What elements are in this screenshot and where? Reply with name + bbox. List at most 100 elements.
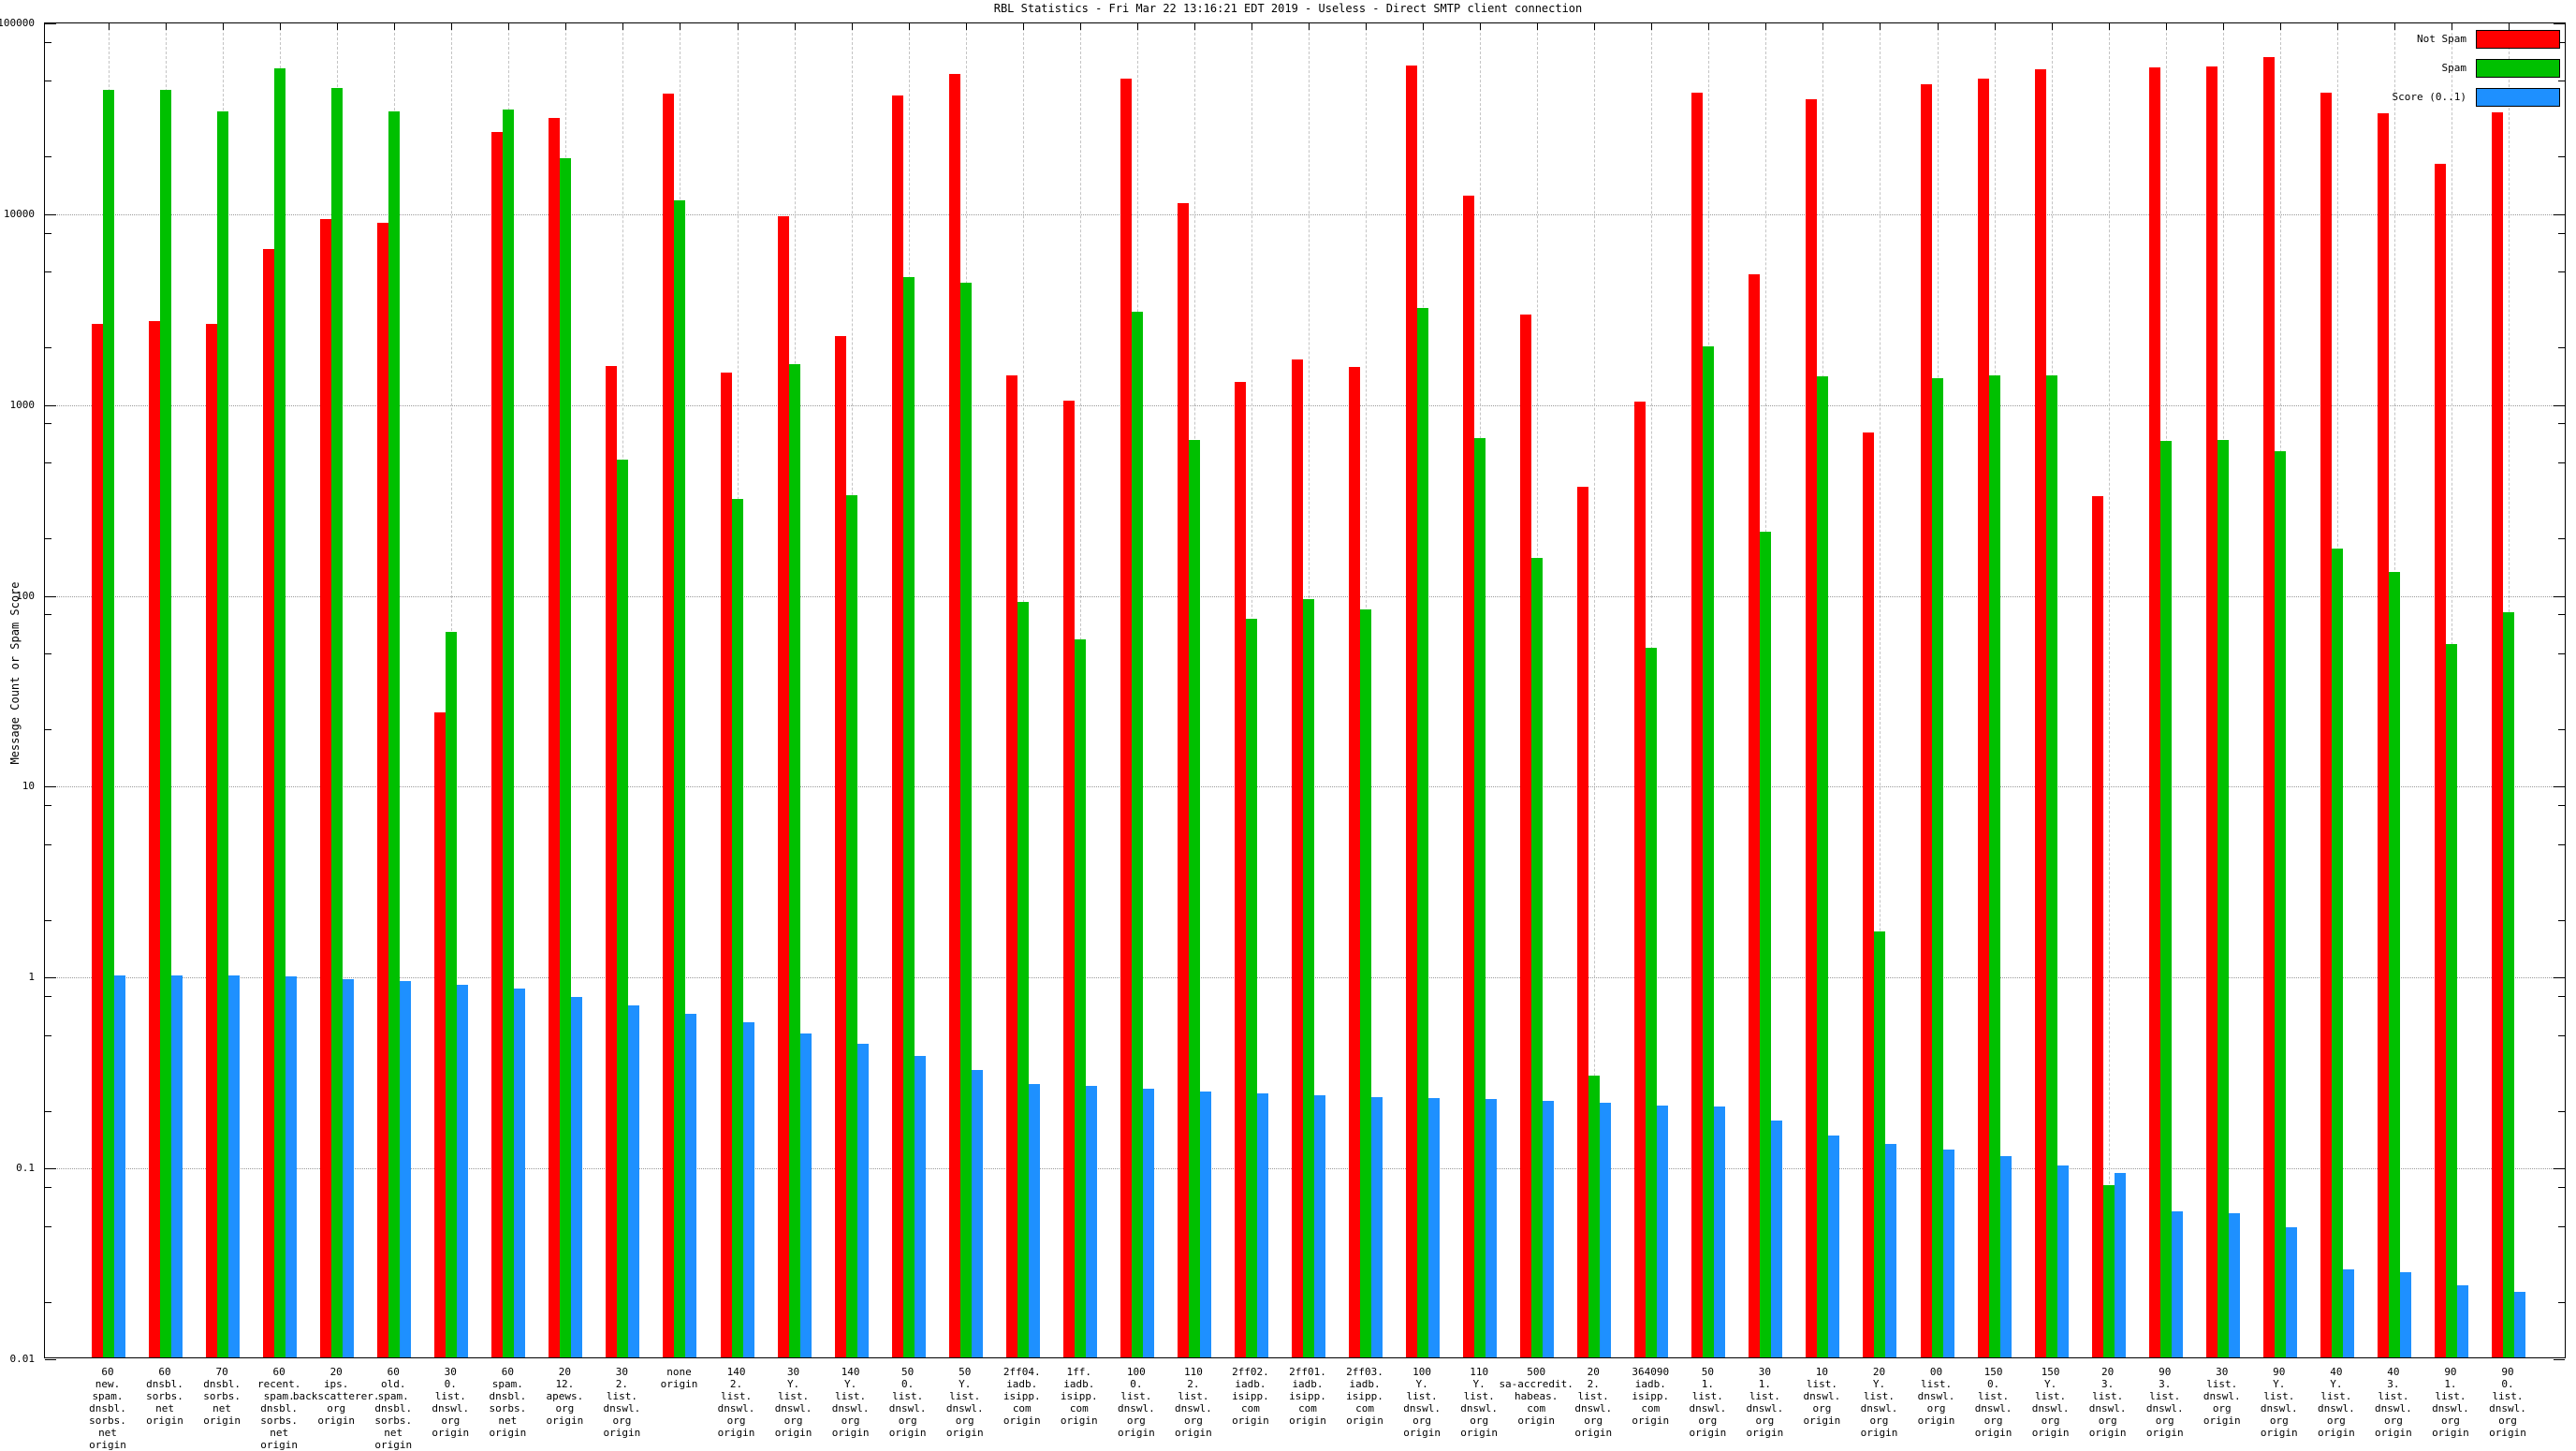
bar-score bbox=[1314, 1094, 1325, 1357]
x-tick-label: 60 recent. spam. dnsbl. sorbs. net origi… bbox=[256, 1366, 301, 1451]
bar-score bbox=[914, 1055, 926, 1357]
y-minor-tick-left bbox=[45, 805, 51, 807]
x-tick-label: 20 Y. list. dnswl. org origin bbox=[1860, 1366, 1898, 1439]
x-tick-label: 2ff01. iadb. isipp. com origin bbox=[1289, 1366, 1326, 1427]
x-tick-top bbox=[965, 23, 967, 30]
y-major-tick-right bbox=[2554, 1359, 2565, 1360]
x-tick-top bbox=[2165, 23, 2167, 30]
y-minor-tick-right bbox=[2558, 1110, 2565, 1112]
bar-spam bbox=[1245, 619, 1257, 1357]
x-tick-label: 30 0. list. dnswl. org origin bbox=[432, 1366, 470, 1439]
y-major-tick-right bbox=[2554, 404, 2565, 406]
bar-not-spam bbox=[1005, 374, 1017, 1357]
y-gridline bbox=[45, 404, 2565, 406]
bar-not-spam bbox=[663, 93, 675, 1357]
bar-spam bbox=[617, 460, 629, 1357]
bar-not-spam bbox=[206, 324, 218, 1357]
bar-score bbox=[514, 988, 526, 1357]
bar-score bbox=[2285, 1227, 2297, 1357]
bar-spam bbox=[1874, 931, 1886, 1357]
bar-score bbox=[2171, 1211, 2183, 1357]
bar-spam bbox=[503, 110, 515, 1357]
y-major-tick-left bbox=[45, 23, 56, 24]
x-tick-label: 20 12. apews. org origin bbox=[546, 1366, 584, 1427]
bar-not-spam bbox=[434, 711, 446, 1357]
legend-label-score-0-1-: Score (0..1) bbox=[2392, 91, 2466, 103]
x-tick-label: 30 1. list. dnswl. org origin bbox=[1746, 1366, 1784, 1439]
bar-not-spam bbox=[92, 324, 103, 1357]
x-tick-top bbox=[1480, 23, 1482, 30]
x-tick-label: 00 list. dnswl. org origin bbox=[1917, 1366, 1955, 1427]
bar-spam bbox=[1474, 437, 1486, 1357]
x-tick-top bbox=[337, 23, 339, 30]
x-tick-top bbox=[908, 23, 910, 30]
bar-not-spam bbox=[1920, 83, 1932, 1357]
x-tick-label: 20 3. list. dnswl. org origin bbox=[2088, 1366, 2127, 1439]
bar-score bbox=[1771, 1120, 1783, 1357]
x-tick-label: 2ff02. iadb. isipp. com origin bbox=[1232, 1366, 1269, 1427]
bar-not-spam bbox=[1234, 382, 1246, 1357]
x-tick-top bbox=[2336, 23, 2338, 30]
y-major-tick-right bbox=[2554, 23, 2565, 24]
bar-spam bbox=[331, 87, 344, 1357]
bar-not-spam bbox=[1292, 359, 1303, 1357]
bar-score bbox=[685, 1014, 697, 1357]
bar-spam bbox=[1360, 609, 1372, 1357]
legend-label-not-spam: Not Spam bbox=[2417, 33, 2466, 45]
x-tick-top bbox=[1651, 23, 1653, 30]
bar-spam bbox=[731, 498, 743, 1357]
x-tick-label: 500 sa-accredit. habeas. com origin bbox=[1499, 1366, 1573, 1427]
bar-not-spam bbox=[491, 131, 504, 1357]
bar-score bbox=[1428, 1098, 1441, 1357]
x-tick-top bbox=[1193, 23, 1195, 30]
bar-spam bbox=[1531, 557, 1544, 1357]
y-minor-tick-right bbox=[2558, 1186, 2565, 1188]
y-minor-tick-right bbox=[2558, 423, 2565, 425]
x-tick-label: 30 2. list. dnswl. org origin bbox=[603, 1366, 641, 1439]
bar-spam bbox=[1131, 312, 1143, 1357]
legend-swatch bbox=[2476, 88, 2560, 107]
y-minor-tick-right bbox=[2558, 271, 2565, 273]
bar-spam bbox=[2274, 451, 2286, 1357]
bar-spam bbox=[788, 364, 800, 1357]
x-tick-label: 60 spam. dnsbl. sorbs. net origin bbox=[489, 1366, 527, 1439]
bar-not-spam bbox=[1463, 195, 1475, 1357]
x-tick-label: 150 0. list. dnswl. org origin bbox=[1974, 1366, 2012, 1439]
x-tick-label: 90 Y. list. dnswl. org origin bbox=[2260, 1366, 2298, 1439]
bar-spam bbox=[2159, 440, 2172, 1357]
bar-score bbox=[799, 1033, 812, 1357]
y-minor-tick-right bbox=[2558, 232, 2565, 234]
bar-not-spam bbox=[1634, 401, 1647, 1357]
x-tick-label: 20 2. list. dnswl. org origin bbox=[1574, 1366, 1613, 1439]
x-gridline bbox=[2108, 23, 2110, 1357]
y-minor-tick-left bbox=[45, 462, 51, 464]
bar-spam bbox=[2503, 612, 2514, 1357]
y-minor-tick-left bbox=[45, 919, 51, 921]
y-tick-label: 10 bbox=[22, 780, 35, 793]
x-tick-label: 60 old. spam. dnsbl. sorbs. net origin bbox=[374, 1366, 413, 1451]
x-tick-label: 110 2. list. dnswl. org origin bbox=[1175, 1366, 1212, 1439]
bar-score bbox=[1085, 1085, 1097, 1357]
bar-score bbox=[457, 984, 469, 1357]
y-major-tick-left bbox=[45, 977, 56, 979]
x-tick-label: 60 new. spam. dnsbl. sorbs. net origin bbox=[89, 1366, 126, 1451]
y-minor-tick-left bbox=[45, 1186, 51, 1188]
bar-score bbox=[1828, 1136, 1840, 1357]
bar-not-spam bbox=[149, 320, 161, 1357]
x-tick-label: 100 0. list. dnswl. org origin bbox=[1117, 1366, 1155, 1439]
plot-area bbox=[44, 22, 2566, 1360]
bar-not-spam bbox=[1062, 401, 1075, 1357]
y-tick-label: 10000 bbox=[3, 207, 35, 220]
x-tick-label: 2ff03. iadb. isipp. com origin bbox=[1346, 1366, 1383, 1427]
bar-score bbox=[1371, 1096, 1383, 1357]
y-minor-tick-left bbox=[45, 1110, 51, 1112]
x-tick-top bbox=[1079, 23, 1081, 30]
y-minor-tick-left bbox=[45, 1034, 51, 1036]
x-tick-top bbox=[622, 23, 624, 30]
bar-score bbox=[2114, 1172, 2126, 1357]
bar-not-spam bbox=[1520, 315, 1532, 1357]
x-tick-top bbox=[1136, 23, 1138, 30]
bar-spam bbox=[1017, 601, 1029, 1357]
y-major-tick-left bbox=[45, 1168, 56, 1170]
